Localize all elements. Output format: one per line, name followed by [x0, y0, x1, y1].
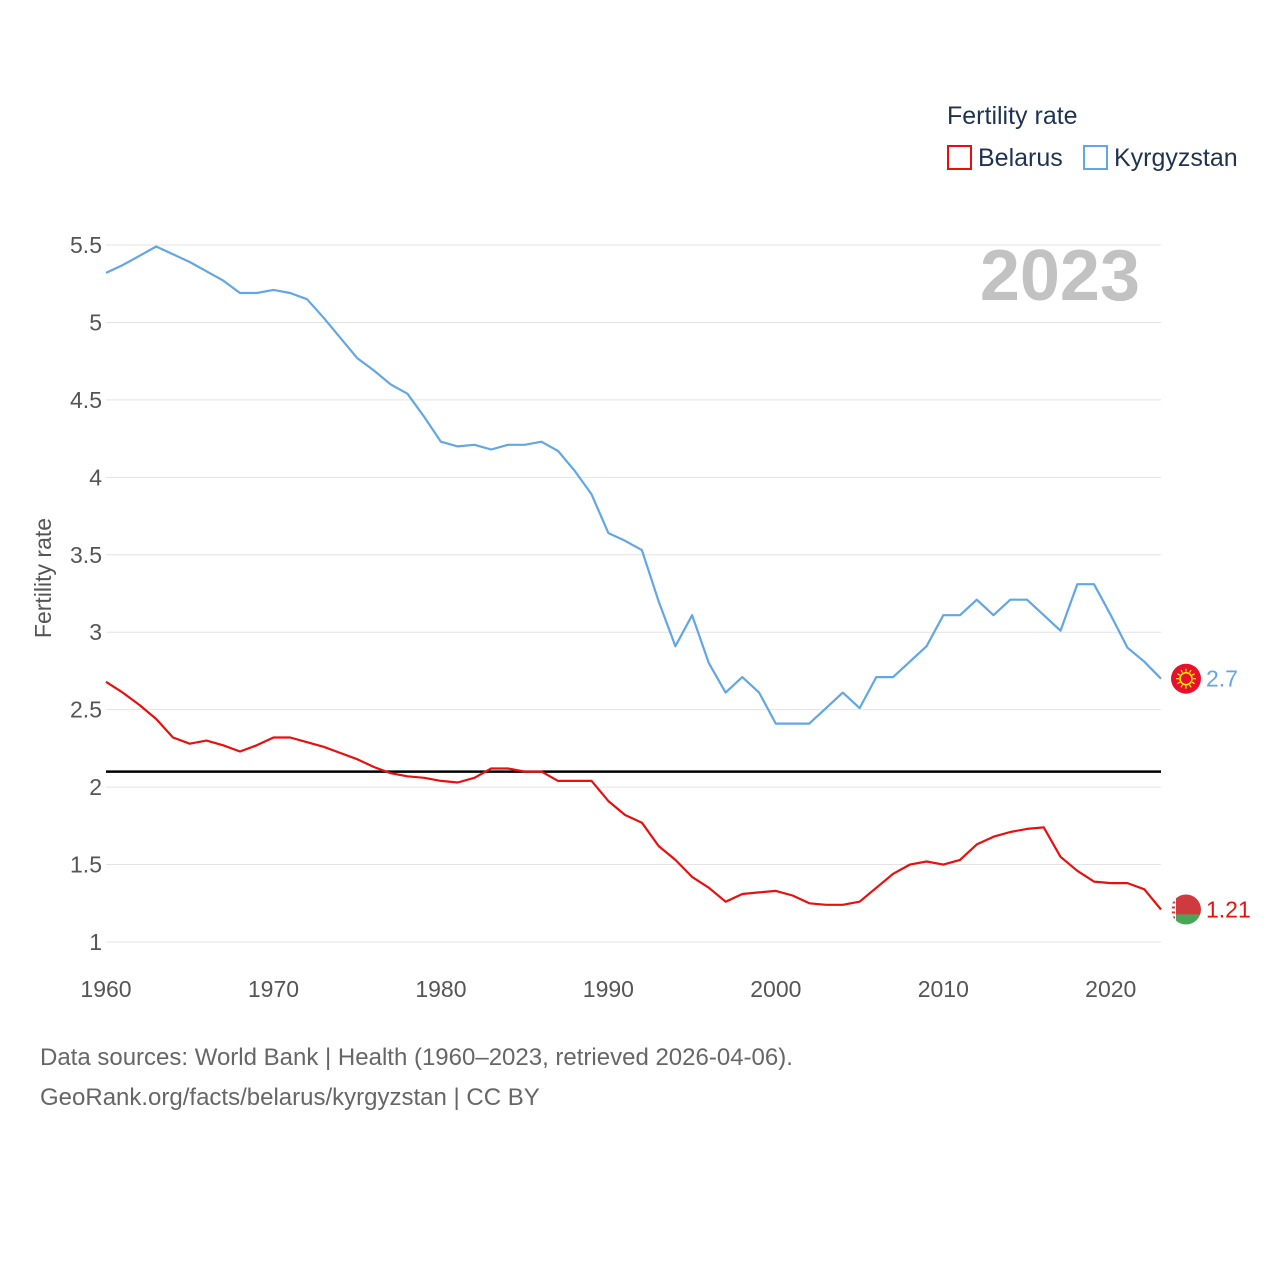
x-tick-label: 2020 — [1085, 976, 1136, 1002]
x-tick-label: 1960 — [80, 976, 131, 1002]
kyrgyzstan-flag-icon — [1171, 663, 1201, 694]
y-tick-label: 1.5 — [70, 852, 102, 878]
source-line-2[interactable]: GeoRank.org/facts/belarus/kyrgyzstan | C… — [40, 1084, 540, 1111]
series-line-belarus[interactable] — [105, 680, 1162, 911]
y-tick-label: 5.5 — [70, 232, 102, 258]
belarus-flag-icon — [1171, 894, 1201, 925]
y-tick-label: 1 — [89, 929, 102, 955]
y-axis-title: Fertility rate — [30, 518, 56, 638]
legend-label-kyrgyzstan[interactable]: Kyrgyzstan — [1114, 144, 1238, 172]
end-markers: 1.21 2.7 — [1171, 663, 1251, 925]
end-label-kyrgyzstan: 2.7 — [1206, 666, 1238, 692]
y-tick-label: 2.5 — [70, 697, 102, 723]
series-line-kyrgyzstan[interactable] — [105, 245, 1162, 725]
y-tick-label: 4 — [89, 464, 102, 490]
y-tick-label: 2 — [89, 774, 102, 800]
x-tick-label: 1980 — [415, 976, 466, 1002]
legend-title: Fertility rate — [947, 102, 1078, 130]
end-label-belarus: 1.21 — [1206, 896, 1251, 922]
y-tick-label: 3 — [89, 619, 102, 645]
year-label: 2023 — [980, 236, 1140, 316]
x-tick-label: 1990 — [583, 976, 634, 1002]
x-tick-label: 2010 — [918, 976, 969, 1002]
x-tick-label: 1970 — [248, 976, 299, 1002]
x-tick-label: 2000 — [750, 976, 801, 1002]
legend-label-belarus[interactable]: Belarus — [978, 144, 1063, 172]
legend-swatch-belarus[interactable] — [947, 145, 972, 170]
x-axis-ticks: 1960 1970 1980 1990 2000 2010 2020 — [80, 976, 1136, 1002]
y-tick-label: 5 — [89, 309, 102, 335]
legend: Fertility rate Belarus Kyrgyzstan — [947, 102, 1238, 172]
source-line-1: Data sources: World Bank | Health (1960–… — [40, 1044, 793, 1071]
y-tick-label: 3.5 — [70, 542, 102, 568]
y-tick-label: 4.5 — [70, 387, 102, 413]
series-lines — [105, 245, 1162, 911]
legend-swatch-kyrgyzstan[interactable] — [1083, 145, 1108, 170]
grid-lines — [106, 244, 1161, 943]
y-axis-ticks: 1 1.5 2 2.5 3 3.5 4 4.5 5 5.5 — [70, 232, 102, 955]
